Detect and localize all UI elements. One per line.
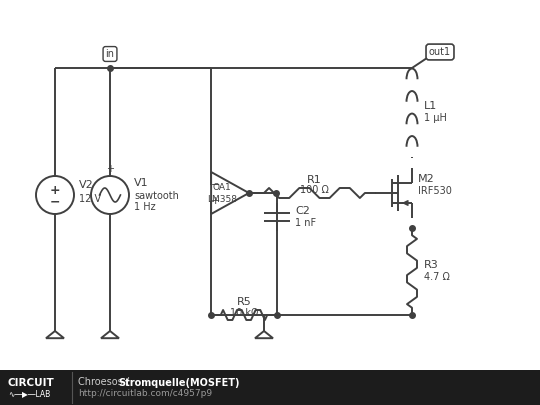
Text: Chroesos /: Chroesos / <box>78 377 132 388</box>
Text: LM358: LM358 <box>207 194 237 203</box>
Text: V1: V1 <box>134 178 148 188</box>
Text: out1: out1 <box>429 47 451 57</box>
Text: 10 kΩ: 10 kΩ <box>230 308 258 318</box>
Text: sawtooth: sawtooth <box>134 191 179 201</box>
FancyBboxPatch shape <box>0 370 540 405</box>
Text: L1: L1 <box>424 101 437 111</box>
Text: ∿―▶―LAB: ∿―▶―LAB <box>8 389 50 398</box>
Text: R5: R5 <box>237 297 252 307</box>
Text: +: + <box>50 183 60 196</box>
Text: +: + <box>106 164 114 174</box>
Text: +: + <box>211 196 220 206</box>
Text: C2: C2 <box>295 206 310 216</box>
Text: R3: R3 <box>424 260 438 269</box>
Text: OA1: OA1 <box>213 183 231 192</box>
Text: 1 Hz: 1 Hz <box>134 202 156 212</box>
Text: M2: M2 <box>418 174 435 184</box>
Text: −: − <box>50 196 60 209</box>
Text: 1 μH: 1 μH <box>424 113 447 123</box>
Text: −: − <box>211 181 220 190</box>
Text: CIRCUIT: CIRCUIT <box>8 377 55 388</box>
Text: Stromquelle(MOSFET): Stromquelle(MOSFET) <box>118 377 240 388</box>
Text: 100 Ω: 100 Ω <box>300 185 329 195</box>
Text: http://circuitlab.com/c4957p9: http://circuitlab.com/c4957p9 <box>78 389 212 398</box>
Text: V2: V2 <box>79 180 94 190</box>
Text: in: in <box>105 49 114 59</box>
Text: 1 nF: 1 nF <box>295 218 316 228</box>
Text: IRF530: IRF530 <box>418 186 452 196</box>
Text: 12 V: 12 V <box>79 194 101 204</box>
Text: 4.7 Ω: 4.7 Ω <box>424 271 450 281</box>
Text: R1: R1 <box>307 175 322 185</box>
